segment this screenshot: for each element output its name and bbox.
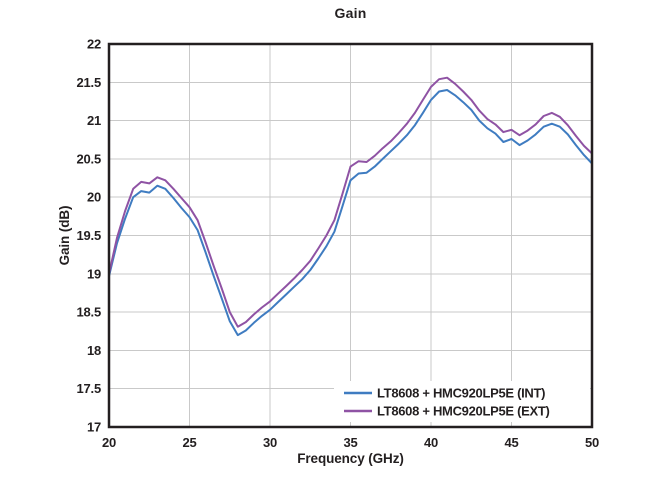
y-axis-title: Gain (dB)	[57, 205, 72, 266]
y-tick-label: 18	[87, 343, 101, 358]
legend-background	[334, 381, 590, 422]
y-tick-label: 17.5	[76, 381, 101, 396]
x-tick-label: 40	[424, 435, 438, 450]
x-tick-label: 25	[182, 435, 196, 450]
x-tick-label: 45	[504, 435, 518, 450]
y-tick-label: 22	[87, 37, 101, 52]
legend-label-int: LT8608 + HMC920LP5E (INT)	[377, 386, 545, 401]
x-tick-label: 50	[585, 435, 599, 450]
x-tick-label: 30	[263, 435, 277, 450]
x-axis-title: Frequency (GHz)	[297, 451, 404, 466]
y-tick-label: 20	[87, 190, 101, 205]
y-tick-label: 21.5	[76, 75, 101, 90]
y-tick-label: 17	[87, 420, 101, 435]
series-line-int	[108, 89, 593, 337]
y-tick-label: 19	[87, 266, 101, 281]
x-tick-label: 20	[102, 435, 116, 450]
chart-title: Gain	[334, 5, 367, 21]
y-tick-label: 18.5	[76, 305, 101, 320]
series-line-ext	[108, 76, 593, 328]
legend-label-ext: LT8608 + HMC920LP5E (EXT)	[377, 404, 550, 419]
y-tick-label: 20.5	[76, 151, 101, 166]
y-tick-label: 19.5	[76, 228, 101, 243]
x-tick-label: 35	[343, 435, 357, 450]
y-tick-label: 21	[87, 113, 101, 128]
plot-border	[107, 42, 594, 429]
